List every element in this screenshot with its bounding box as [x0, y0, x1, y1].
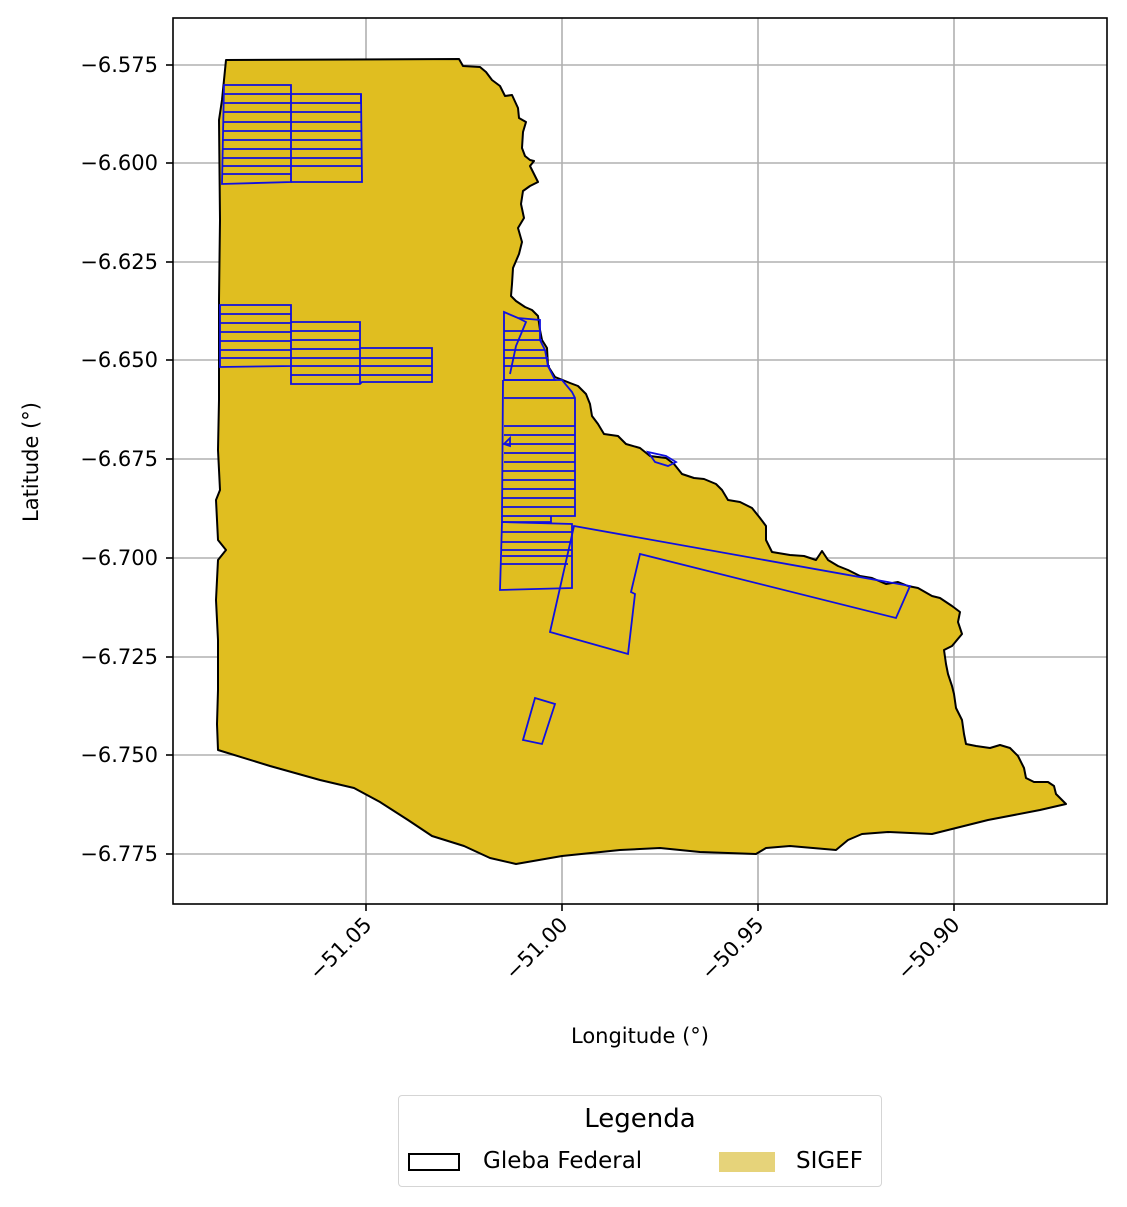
gleba-federal-polygon [215, 58, 1067, 865]
plot-frame [172, 17, 1108, 905]
x-tick-label: −50.95 [697, 913, 769, 985]
sigef-parcel [548, 524, 912, 656]
sigef-parcel [291, 330, 432, 376]
sigef-parcel [499, 521, 573, 591]
y-axis-label: Latitude (°) [19, 402, 43, 522]
y-tick-label: −6.575 [80, 53, 158, 77]
x-tick-label: −51.00 [501, 913, 573, 985]
sigef-parcel [502, 435, 511, 448]
y-tick-label: −6.675 [80, 447, 158, 471]
y-tick-label: −6.775 [80, 842, 158, 866]
y-axis: −6.575 −6.600 −6.625 −6.650 −6.675 −6.70… [80, 53, 173, 866]
legend: Legenda Gleba Federal SIGEF [398, 1095, 882, 1187]
sigef-parcel [509, 317, 528, 375]
sigef-parcel [501, 531, 572, 565]
y-tick-label: −6.625 [80, 250, 158, 274]
sigef-parcel [220, 313, 291, 359]
x-axis: −51.05 −51.00 −50.95 −50.90 [305, 904, 965, 984]
sigef-parcels [219, 84, 912, 746]
legend-label-sigef: SIGEF [796, 1148, 863, 1174]
sigef-parcel [645, 450, 678, 467]
sigef-parcel [291, 102, 362, 167]
y-tick-label: −6.750 [80, 743, 158, 767]
legend-swatch-gleba [408, 1153, 460, 1171]
x-tick-label: −50.90 [893, 913, 965, 985]
sigef-parcel [291, 93, 363, 183]
y-tick-label: −6.700 [80, 546, 158, 570]
y-tick-label: −6.650 [80, 348, 158, 372]
legend-label-gleba: Gleba Federal [483, 1148, 643, 1174]
y-tick-label: −6.600 [80, 151, 158, 175]
legend-swatch-sigef [719, 1152, 775, 1172]
legend-title: Legenda [584, 1104, 696, 1134]
sigef-parcel [503, 397, 575, 508]
sigef-parcel [521, 696, 557, 746]
x-tick-label: −51.05 [305, 913, 377, 985]
sigef-parcel [222, 93, 291, 175]
x-axis-label: Longitude (°) [571, 1024, 709, 1048]
y-tick-label: −6.725 [80, 645, 158, 669]
